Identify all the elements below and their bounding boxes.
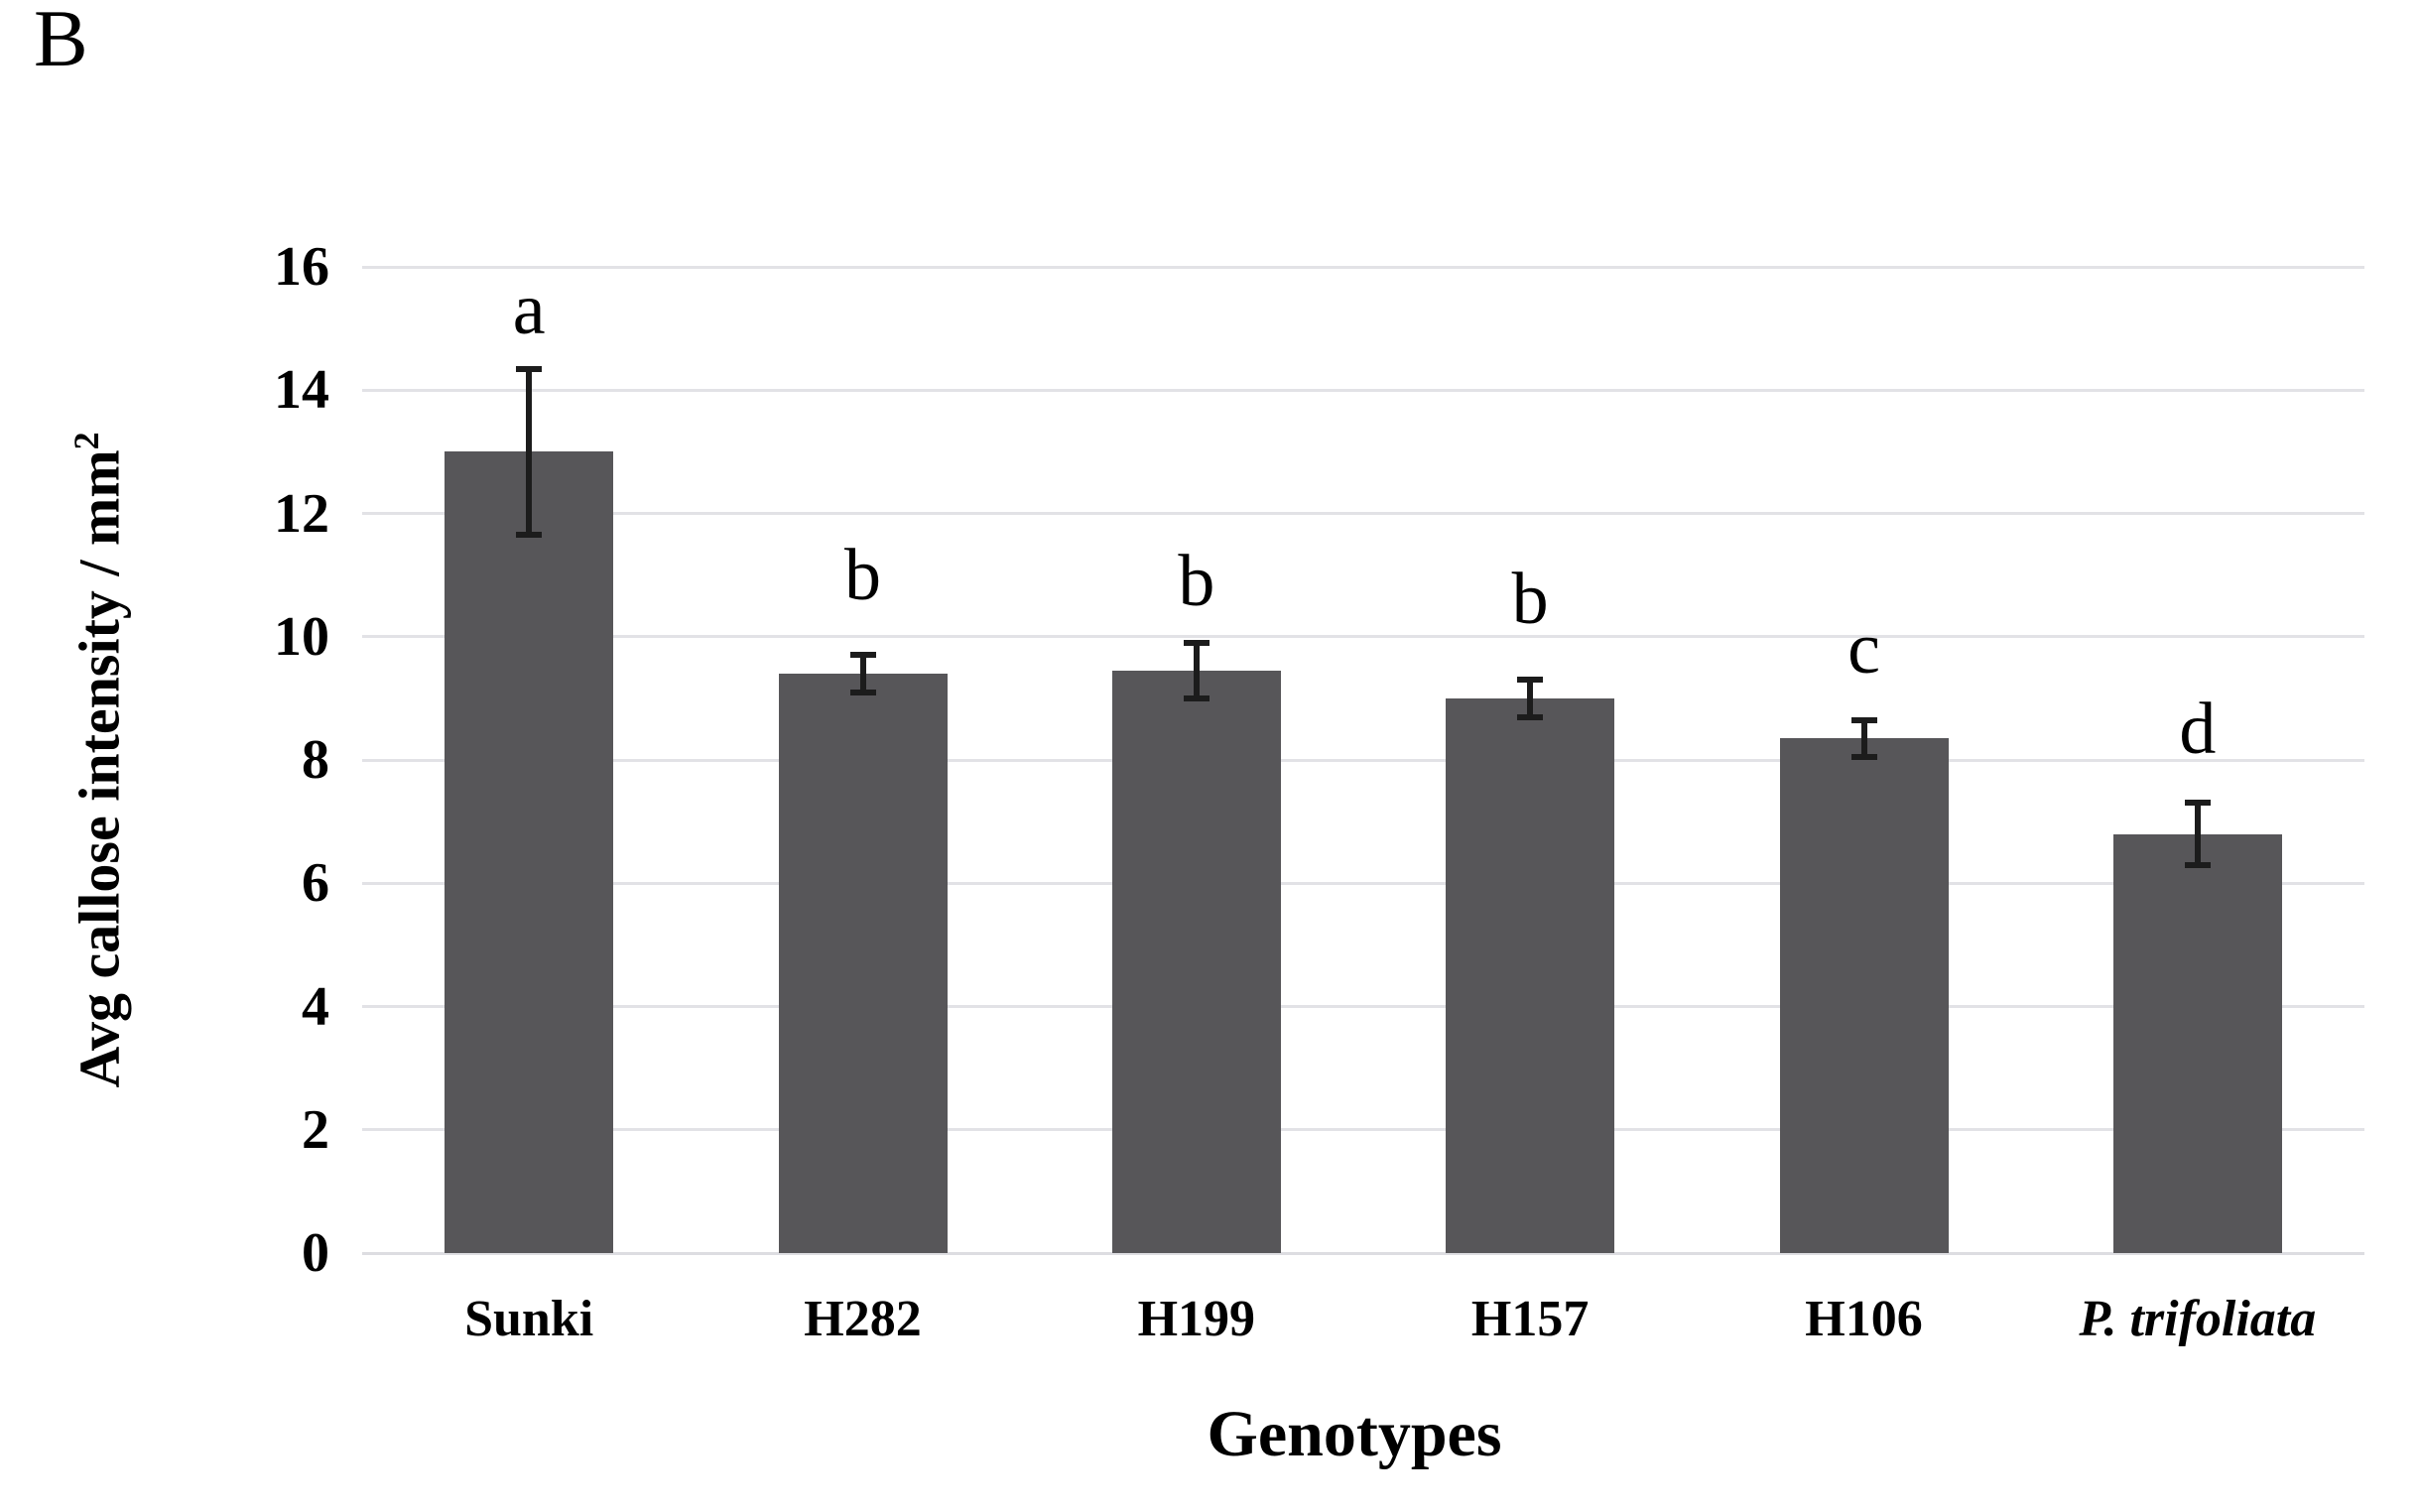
- y-gridline: [362, 512, 2364, 515]
- y-gridline: [362, 758, 2364, 762]
- x-category-label: H199: [1137, 1291, 1256, 1347]
- error-bar: [1193, 642, 1200, 698]
- panel-label: B: [34, 0, 88, 83]
- y-tick-label: 14: [274, 359, 329, 422]
- y-tick-label: 8: [302, 729, 329, 791]
- y-axis-title-text: Avg callose intensity / mm: [66, 449, 132, 1088]
- y-tick-label: 6: [302, 852, 329, 915]
- bar-P. trifoliata: [2112, 833, 2282, 1253]
- bar-H282: [778, 674, 948, 1253]
- error-bar: [859, 655, 866, 693]
- significance-letter: d: [2179, 688, 2217, 770]
- x-category-label: H106: [1805, 1291, 1923, 1347]
- error-bar-cap: [1850, 716, 1877, 723]
- error-bar-cap: [1517, 713, 1544, 720]
- error-bar: [2194, 803, 2201, 865]
- significance-letter: a: [512, 269, 546, 351]
- y-tick-label: 10: [274, 605, 329, 668]
- bar-Sunki: [445, 451, 614, 1253]
- error-bar: [1860, 719, 1867, 757]
- y-axis-title-exponent: 2: [66, 432, 107, 450]
- error-bar-cap: [1183, 694, 1210, 701]
- y-gridline: [362, 881, 2364, 885]
- y-gridline: [362, 1005, 2364, 1008]
- y-gridline: [362, 1251, 2364, 1255]
- x-category-label: P. trifoliata: [2079, 1291, 2317, 1347]
- x-category-label: H282: [804, 1291, 922, 1347]
- y-tick-label: 2: [302, 1098, 329, 1161]
- plot-area: a b b b c d: [362, 265, 2364, 1255]
- y-tick-label: 16: [274, 236, 329, 298]
- significance-letter: b: [1178, 540, 1215, 622]
- error-bar-cap: [1517, 677, 1544, 684]
- x-category-label: Sunki: [464, 1291, 594, 1347]
- error-bar-cap: [2184, 800, 2211, 807]
- error-bar: [1527, 680, 1534, 717]
- significance-letter: c: [1847, 608, 1880, 691]
- y-tick-label: 4: [302, 975, 329, 1038]
- error-bar-cap: [849, 689, 876, 695]
- error-bar-cap: [516, 365, 543, 372]
- y-tick-label: 12: [274, 482, 329, 545]
- bar-H157: [1446, 697, 1615, 1253]
- error-bar: [526, 368, 533, 536]
- x-axis-title: Genotypes: [1207, 1398, 1502, 1470]
- error-bar-cap: [1850, 753, 1877, 760]
- bar-H106: [1779, 738, 1949, 1253]
- error-bar-cap: [1183, 639, 1210, 646]
- y-gridline: [362, 1128, 2364, 1132]
- y-gridline: [362, 635, 2364, 639]
- y-axis-title: Avg callose intensity / mm2: [66, 432, 133, 1087]
- error-bar-cap: [849, 652, 876, 659]
- bar-H199: [1111, 670, 1281, 1253]
- y-tick-label: 0: [302, 1222, 329, 1284]
- significance-letter: b: [844, 534, 881, 616]
- error-bar-cap: [2184, 861, 2211, 868]
- significance-letter: b: [1511, 559, 1549, 641]
- x-category-label: H157: [1470, 1291, 1590, 1347]
- y-gridline: [362, 388, 2364, 392]
- y-gridline: [362, 265, 2364, 269]
- error-bar-cap: [516, 532, 543, 539]
